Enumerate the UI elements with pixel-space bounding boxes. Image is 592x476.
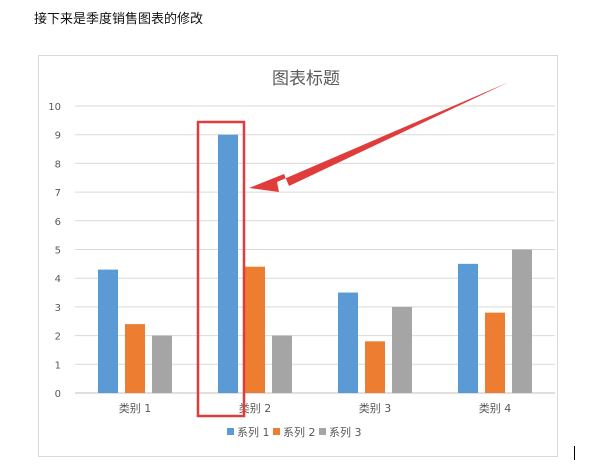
- y-tick-label-3: 3: [55, 303, 61, 314]
- y-tick-label-4: 4: [55, 274, 61, 285]
- legend-swatch-2: [273, 428, 280, 435]
- x-tick-label-1: 类别 1: [119, 401, 152, 415]
- legend-swatch-1: [227, 428, 234, 435]
- bar-s2-c3: [365, 341, 385, 393]
- legend-swatch-3: [319, 428, 326, 435]
- y-tick-label-10: 10: [48, 102, 61, 113]
- legend-label-1: 系列 1: [237, 425, 270, 439]
- y-tick-label-0: 0: [55, 389, 61, 400]
- y-tick-label-7: 7: [55, 188, 61, 199]
- x-tick-label-2: 类别 2: [239, 401, 272, 415]
- legend-label-2: 系列 2: [283, 425, 316, 439]
- bar-s3-c3: [392, 306, 412, 393]
- bar-s2-c2: [245, 266, 265, 393]
- intro-text: 接下来是季度销售图表的修改: [34, 12, 204, 27]
- bar-s1-c2: [218, 134, 238, 393]
- y-tick-label-9: 9: [55, 131, 61, 142]
- y-tick-label-6: 6: [55, 217, 61, 228]
- y-tick-label-5: 5: [55, 246, 61, 257]
- bar-s3-c1: [152, 335, 172, 393]
- bar-s1-c3: [338, 292, 358, 393]
- chart-container[interactable]: 图表标题 0 1 2 3 4 5 6 7 8 9 10 类别 1 类别 2 类别 3 类别 4 系列 1 系列 …: [38, 55, 558, 457]
- bar-s1-c1: [98, 269, 118, 393]
- bar-s3-c2: [272, 335, 292, 393]
- y-tick-label-1: 1: [55, 360, 61, 371]
- bar-s2-c1: [125, 324, 145, 393]
- bar-s1-c4: [458, 263, 478, 393]
- annotation-arrow: [249, 82, 509, 192]
- y-tick-label-2: 2: [55, 332, 61, 343]
- bar-chart: 图表标题 0 1 2 3 4 5 6 7 8 9 10 类别 1 类别 2 类别 3 类别 4 系列 1 系列 …: [48, 69, 555, 439]
- highlight-box: [196, 120, 246, 418]
- x-tick-label-3: 类别 3: [359, 401, 392, 415]
- x-tick-label-4: 类别 4: [479, 401, 512, 415]
- chart-title: 图表标题: [272, 69, 340, 89]
- legend-label-3: 系列 3: [329, 425, 362, 439]
- y-tick-label-8: 8: [55, 159, 61, 170]
- bar-s3-c4: [512, 249, 532, 393]
- text-cursor: [574, 446, 575, 460]
- bar-s2-c4: [485, 312, 505, 393]
